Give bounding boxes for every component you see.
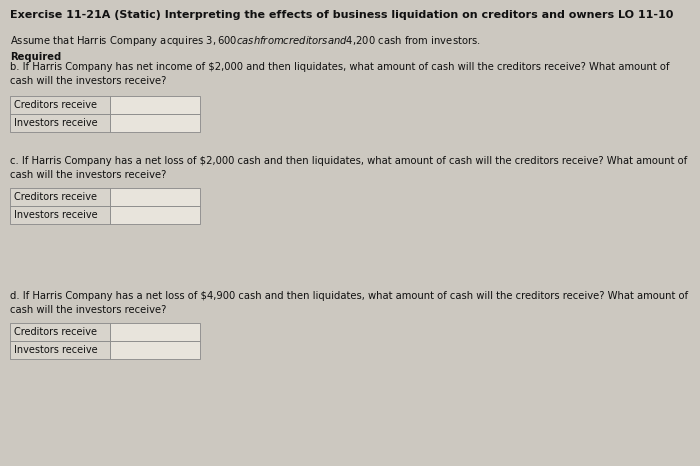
Text: Creditors receive: Creditors receive [14,100,97,110]
Bar [10,323,110,341]
Text: Creditors receive: Creditors receive [14,327,97,337]
Text: Investors receive: Investors receive [14,210,97,220]
Text: Exercise 11-21A (Static) Interpreting the effects of business liquidation on cre: Exercise 11-21A (Static) Interpreting th… [10,10,673,20]
Bar [10,188,110,206]
Bar [110,323,200,341]
Bar [110,96,200,114]
Text: Required: Required [10,52,62,62]
Bar [110,206,200,224]
Text: b. If Harris Company has net income of $2,000 and then liquidates, what amount o: b. If Harris Company has net income of $… [10,62,669,86]
Bar [10,96,110,114]
Bar [110,114,200,132]
Text: d. If Harris Company has a net loss of $4,900 cash and then liquidates, what amo: d. If Harris Company has a net loss of $… [10,291,688,315]
Text: Investors receive: Investors receive [14,118,97,128]
Text: Creditors receive: Creditors receive [14,192,97,202]
Text: Investors receive: Investors receive [14,345,97,355]
Text: c. If Harris Company has a net loss of $2,000 cash and then liquidates, what amo: c. If Harris Company has a net loss of $… [10,156,687,180]
Bar [110,188,200,206]
Bar [10,114,110,132]
Bar [10,341,110,359]
Text: Assume that Harris Company acquires $3,600 cash from creditors and $4,200 cash f: Assume that Harris Company acquires $3,6… [10,34,481,48]
Bar [10,206,110,224]
Bar [110,341,200,359]
